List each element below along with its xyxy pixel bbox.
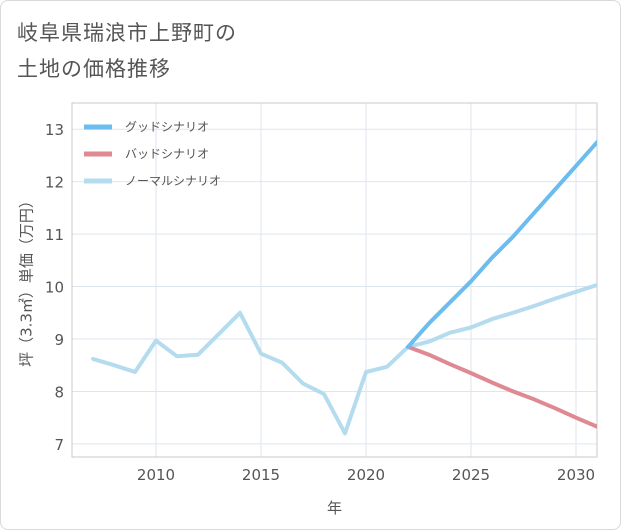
x-axis-title: 年 <box>327 499 342 517</box>
series-line-1 <box>406 344 597 429</box>
legend-label-0: グッドシナリオ <box>125 120 209 134</box>
x-tick-label-2020: 2020 <box>347 466 385 484</box>
page-title: 岐阜県瑞浪市上野町の 土地の価格推移 <box>17 15 237 87</box>
y-tick-label-13: 13 <box>45 121 64 139</box>
y-tick-label-9: 9 <box>54 331 64 349</box>
series-line-0 <box>406 140 597 349</box>
y-tick-label-10: 10 <box>45 279 64 297</box>
page-title-line-2: 土地の価格推移 <box>17 57 171 81</box>
y-tick-label-7: 7 <box>54 436 64 454</box>
x-tick-label-2030: 2030 <box>557 466 595 484</box>
y-tick-label-12: 12 <box>45 174 64 192</box>
legend-label-2: ノーマルシナリオ <box>125 174 221 188</box>
x-tick-label-2025: 2025 <box>452 466 490 484</box>
axis-ticks: 2010 2015 2020 2025 2030 7 8 9 10 11 12 13 <box>45 121 595 484</box>
plot-frame <box>71 102 598 458</box>
y-tick-label-8: 8 <box>54 383 64 401</box>
chart-series <box>91 140 597 436</box>
y-axis-title: 坪（3.3㎡）単価（万円） <box>18 193 36 367</box>
x-tick-label-2010: 2010 <box>137 466 175 484</box>
x-tick-label-2015: 2015 <box>242 466 280 484</box>
series-line-2 <box>91 283 597 436</box>
y-tick-label-11: 11 <box>45 226 64 244</box>
page-title-line-1: 岐阜県瑞浪市上野町の <box>17 21 237 45</box>
legend-label-1: バッドシナリオ <box>125 147 209 161</box>
